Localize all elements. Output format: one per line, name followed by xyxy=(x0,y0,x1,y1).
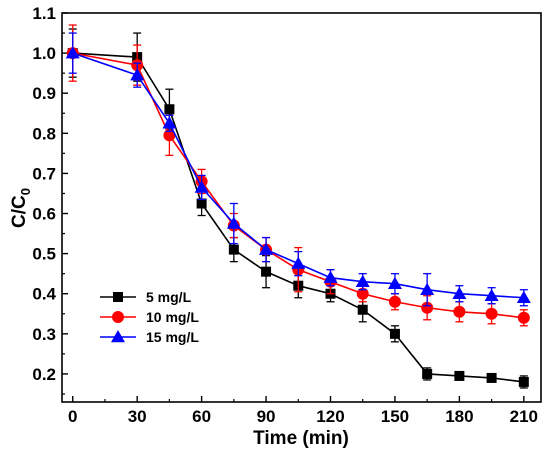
legend-item: 5 mg/L xyxy=(100,289,192,305)
data-point xyxy=(421,301,434,314)
y-tick-label: 1.1 xyxy=(32,4,56,23)
x-tick-label: 180 xyxy=(445,407,473,426)
data-point xyxy=(194,180,209,193)
data-point xyxy=(163,129,176,142)
data-point xyxy=(452,286,467,299)
data-point xyxy=(226,216,241,229)
data-point xyxy=(196,198,207,209)
x-tick-label: 150 xyxy=(381,407,409,426)
legend-label: 15 mg/L xyxy=(146,329,199,345)
plot-frame xyxy=(61,12,542,403)
legend-marker xyxy=(111,330,125,343)
series-triangle xyxy=(65,32,531,307)
y-tick-label: 0.6 xyxy=(32,205,56,224)
x-tick-label: 90 xyxy=(257,407,276,426)
legend-label: 5 mg/L xyxy=(146,289,192,305)
y-axis-title-subscript: 0 xyxy=(18,188,33,195)
data-point xyxy=(355,274,370,287)
y-axis-title-main: C/C xyxy=(9,195,30,228)
x-tick-label: 0 xyxy=(68,407,77,426)
x-tick-label: 60 xyxy=(192,407,211,426)
data-point xyxy=(259,242,274,255)
data-point xyxy=(164,104,175,115)
data-point xyxy=(485,307,498,320)
data-point xyxy=(388,295,401,308)
data-point xyxy=(517,311,530,324)
data-point xyxy=(130,68,145,81)
data-point xyxy=(357,304,368,315)
x-tick-label: 120 xyxy=(316,407,344,426)
data-point xyxy=(228,244,239,255)
data-point xyxy=(261,266,272,277)
y-tick-label: 1.0 xyxy=(32,44,56,63)
data-point xyxy=(454,370,465,381)
series-line xyxy=(72,52,524,383)
data-point xyxy=(356,287,369,300)
data-point xyxy=(486,372,497,383)
legend: 5 mg/L 10 mg/L 15 mg/L xyxy=(100,289,199,345)
data-point xyxy=(291,256,306,269)
data-point xyxy=(484,288,499,301)
data-point xyxy=(65,46,80,59)
legend-label: 10 mg/L xyxy=(146,309,199,325)
y-tick-label: 0.2 xyxy=(32,365,56,384)
series-layer xyxy=(65,24,531,389)
data-point xyxy=(389,328,400,339)
y-tick-label: 0.5 xyxy=(32,245,56,264)
data-point xyxy=(453,305,466,318)
series-line xyxy=(72,52,524,299)
y-tick-label: 0.3 xyxy=(32,325,56,344)
y-tick-label: 0.9 xyxy=(32,84,56,103)
y-tick-label: 0.7 xyxy=(32,164,56,183)
x-tick-label: 30 xyxy=(128,407,147,426)
axis-ticks xyxy=(62,12,525,402)
y-tick-label: 0.8 xyxy=(32,124,56,143)
data-point xyxy=(420,282,435,295)
data-point xyxy=(422,368,433,379)
legend-item: 15 mg/L xyxy=(100,329,199,345)
legend-item: 10 mg/L xyxy=(100,309,199,325)
data-point xyxy=(387,276,402,289)
data-point xyxy=(518,376,529,387)
data-point xyxy=(323,270,338,283)
y-tick-label: 0.4 xyxy=(32,285,56,304)
data-point xyxy=(516,290,531,303)
data-point xyxy=(162,116,177,129)
legend-marker xyxy=(112,311,124,323)
y-axis-title: C/C0 xyxy=(9,188,33,228)
x-axis-title: Time (min) xyxy=(253,428,349,449)
legend-marker xyxy=(113,292,123,302)
x-tick-label: 210 xyxy=(510,407,538,426)
tick-labels: 0 30 60 90 120 150 180 210 0.2 0.3 0.4 0.5 0.6 0.7 0.8… xyxy=(32,4,538,426)
